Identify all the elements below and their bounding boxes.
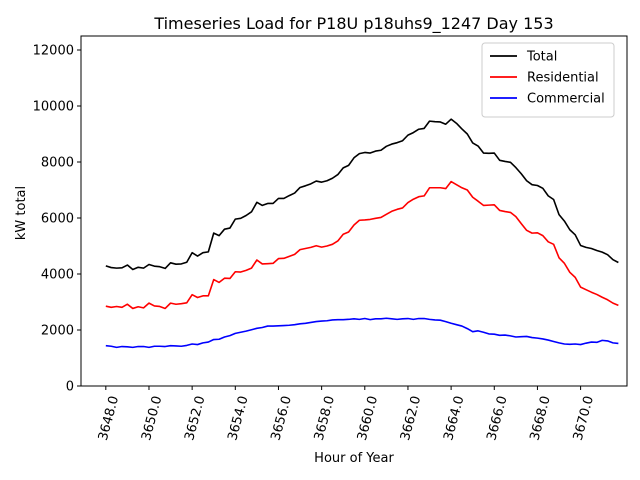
y-tick-label: 2000 (41, 324, 74, 339)
y-tick-label: 10000 (33, 100, 74, 115)
chart-title: Timeseries Load for P18U p18uhs9_1247 Da… (153, 14, 553, 34)
x-axis-label: Hour of Year (314, 451, 394, 466)
legend: Total Residential Commercial (481, 42, 615, 118)
y-axis: 0 2000 4000 6000 8000 10000 12000 (33, 44, 81, 395)
series-line-total (105, 118, 619, 271)
y-tick-label: 8000 (41, 156, 74, 171)
y-tick-label: 0 (66, 380, 74, 395)
y-axis-label: kW total (14, 186, 29, 240)
legend-label-residential: Residential (527, 71, 599, 86)
series-line-residential (105, 180, 619, 310)
series-lines (105, 118, 619, 349)
plot-frame (80, 35, 628, 387)
series-line-commercial (105, 317, 619, 349)
legend-label-total: Total (526, 50, 557, 65)
y-tick-label: 4000 (41, 268, 74, 283)
y-tick-label: 6000 (41, 212, 74, 227)
legend-label-commercial: Commercial (527, 92, 605, 107)
y-tick-label: 12000 (33, 44, 74, 59)
